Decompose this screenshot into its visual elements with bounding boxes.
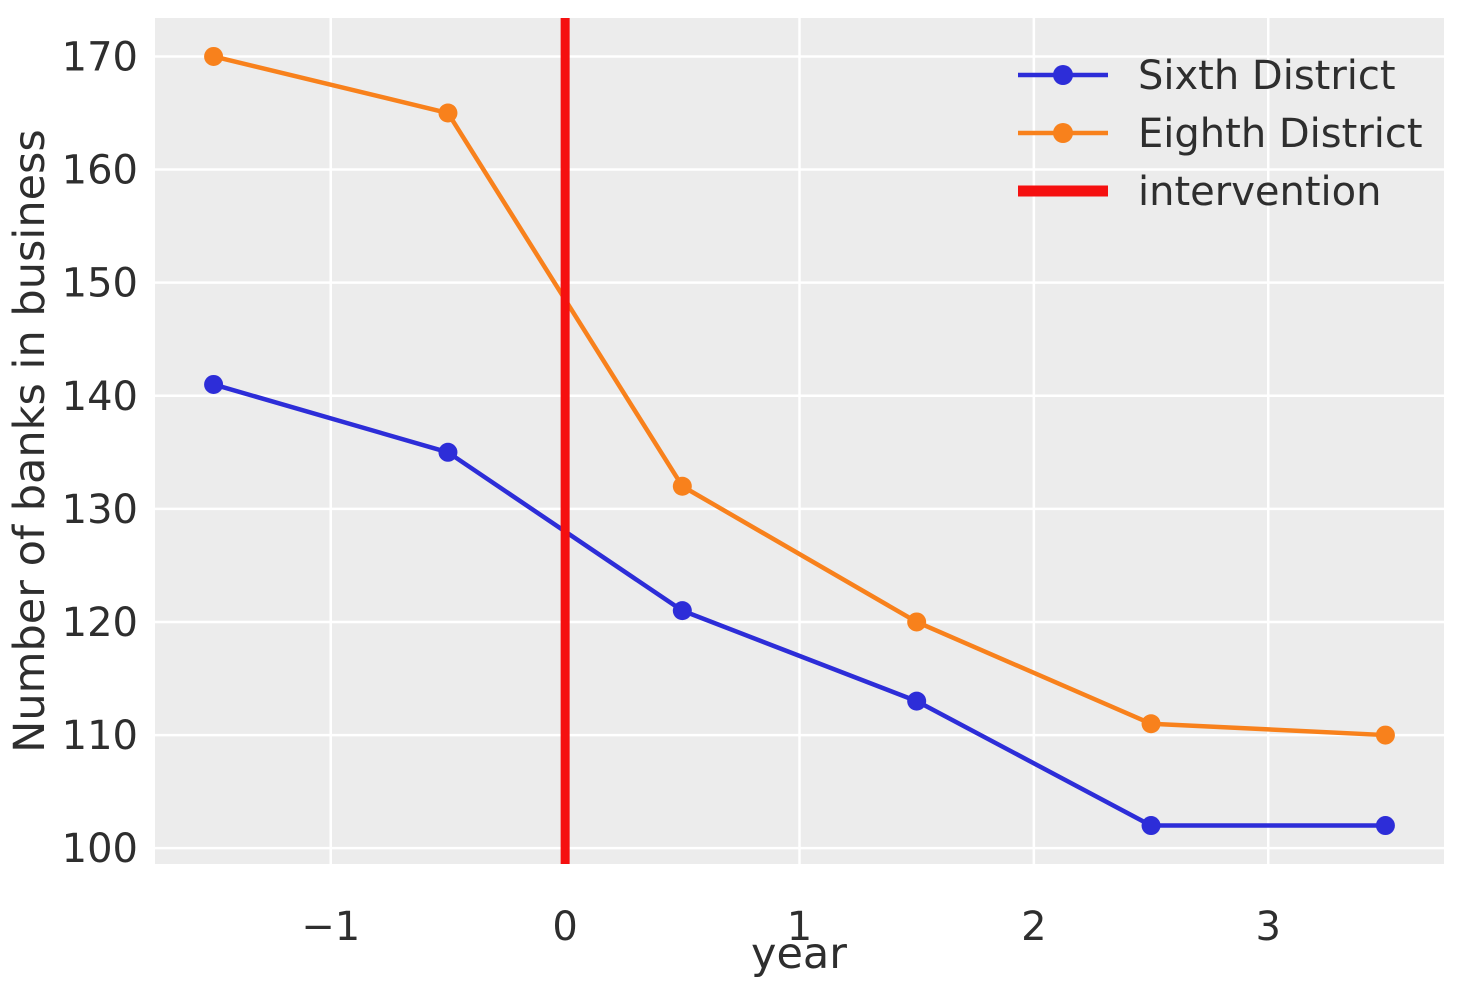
data-point-sixth-district	[1141, 816, 1161, 836]
data-point-eighth-district	[1375, 725, 1395, 745]
y-tick-label-100: 100	[62, 826, 138, 872]
legend-item-eighth-district: Eighth District	[1018, 111, 1423, 157]
eighth-district-swatch-marker	[1053, 123, 1073, 143]
y-tick-label-150: 150	[62, 261, 138, 307]
data-point-eighth-district	[907, 612, 927, 632]
legend-label-eighth-district: Eighth District	[1138, 111, 1423, 157]
data-point-sixth-district	[907, 691, 927, 711]
data-point-sixth-district	[1375, 816, 1395, 836]
y-tick-label-130: 130	[62, 487, 138, 533]
legend-label-sixth-district: Sixth District	[1138, 53, 1396, 99]
y-tick-label-140: 140	[62, 374, 138, 420]
data-point-eighth-district	[1141, 714, 1161, 734]
y-tick-label-120: 120	[62, 600, 138, 646]
legend-item-intervention: intervention	[1018, 169, 1381, 215]
series-line-sixth-district	[211, 382, 1388, 828]
legend-label-intervention: intervention	[1138, 169, 1381, 215]
tick-labels: 100 110 120 130 140 150 160 170 −1 0 1 2 3	[62, 34, 1281, 950]
x-tick-label-3: 3	[1256, 904, 1281, 950]
series-layer	[204, 18, 1395, 864]
x-tick-label-1: 1	[787, 904, 812, 950]
series-line-eighth-district	[211, 54, 1388, 738]
data-point-eighth-district	[204, 46, 224, 66]
x-tick-label-2: 2	[1021, 904, 1046, 950]
y-axis-label: Number of banks in business	[5, 129, 55, 753]
x-tick-label--1: −1	[301, 904, 360, 950]
legend: Sixth District Eighth District intervent…	[1018, 53, 1423, 215]
legend-item-sixth-district: Sixth District	[1018, 53, 1396, 99]
data-point-sixth-district	[438, 442, 458, 462]
data-point-sixth-district	[204, 374, 224, 394]
x-tick-label-0: 0	[552, 904, 577, 950]
y-tick-label-170: 170	[62, 34, 138, 80]
data-point-sixth-district	[672, 601, 692, 621]
y-tick-label-110: 110	[62, 713, 138, 759]
data-point-eighth-district	[438, 103, 458, 123]
x-axis-label: year	[751, 929, 847, 979]
sixth-district-swatch-marker	[1053, 65, 1073, 85]
data-point-eighth-district	[672, 476, 692, 496]
y-tick-label-160: 160	[62, 148, 138, 194]
